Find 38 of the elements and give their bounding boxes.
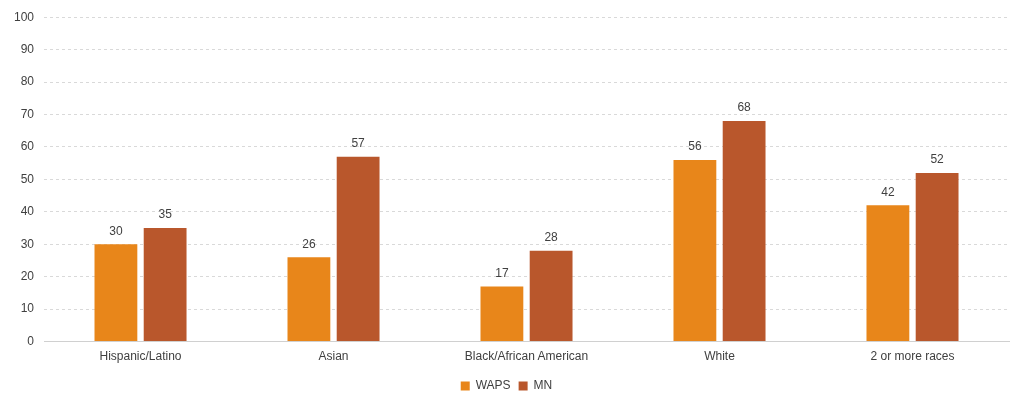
data-label: 57	[351, 136, 366, 150]
y-tick-label: 70	[20, 106, 35, 121]
x-tick-label: Black/African American	[464, 349, 589, 364]
bar	[480, 286, 524, 342]
y-tick-label: 30	[20, 236, 35, 251]
bar	[866, 205, 910, 342]
x-tick-label: White	[704, 349, 736, 364]
data-label: 56	[688, 139, 702, 154]
bar	[287, 257, 331, 342]
data-label: 42	[881, 184, 895, 199]
y-tick-label: 10	[20, 301, 35, 316]
data-label: 35	[158, 207, 173, 222]
x-tick-label: Hispanic/Latino	[99, 349, 182, 364]
data-label: 28	[544, 230, 559, 245]
bar	[915, 172, 959, 342]
y-tick-label: 90	[20, 41, 35, 56]
data-label: 26	[302, 236, 316, 251]
y-tick-label: 0	[27, 333, 35, 348]
bar	[94, 244, 138, 342]
legend-label: WAPS	[475, 378, 511, 393]
x-tick-label: 2 or more races	[870, 349, 955, 364]
y-tick-label: 20	[20, 269, 35, 284]
x-tick-label: Asian	[318, 349, 349, 364]
bar	[722, 121, 766, 342]
data-label: 17	[495, 265, 509, 280]
legend-label: MN	[533, 378, 553, 393]
data-label: 30	[109, 223, 123, 238]
bar	[673, 159, 717, 342]
bar	[143, 228, 187, 342]
data-label: 52	[930, 152, 945, 167]
bar	[336, 156, 380, 342]
y-tick-label: 100	[13, 9, 35, 24]
y-tick-label: 50	[20, 171, 35, 186]
y-tick-label: 60	[20, 139, 35, 154]
data-label: 68	[737, 100, 752, 115]
bar	[529, 250, 573, 342]
y-tick-label: 80	[20, 74, 35, 89]
y-tick-label: 40	[20, 204, 35, 219]
